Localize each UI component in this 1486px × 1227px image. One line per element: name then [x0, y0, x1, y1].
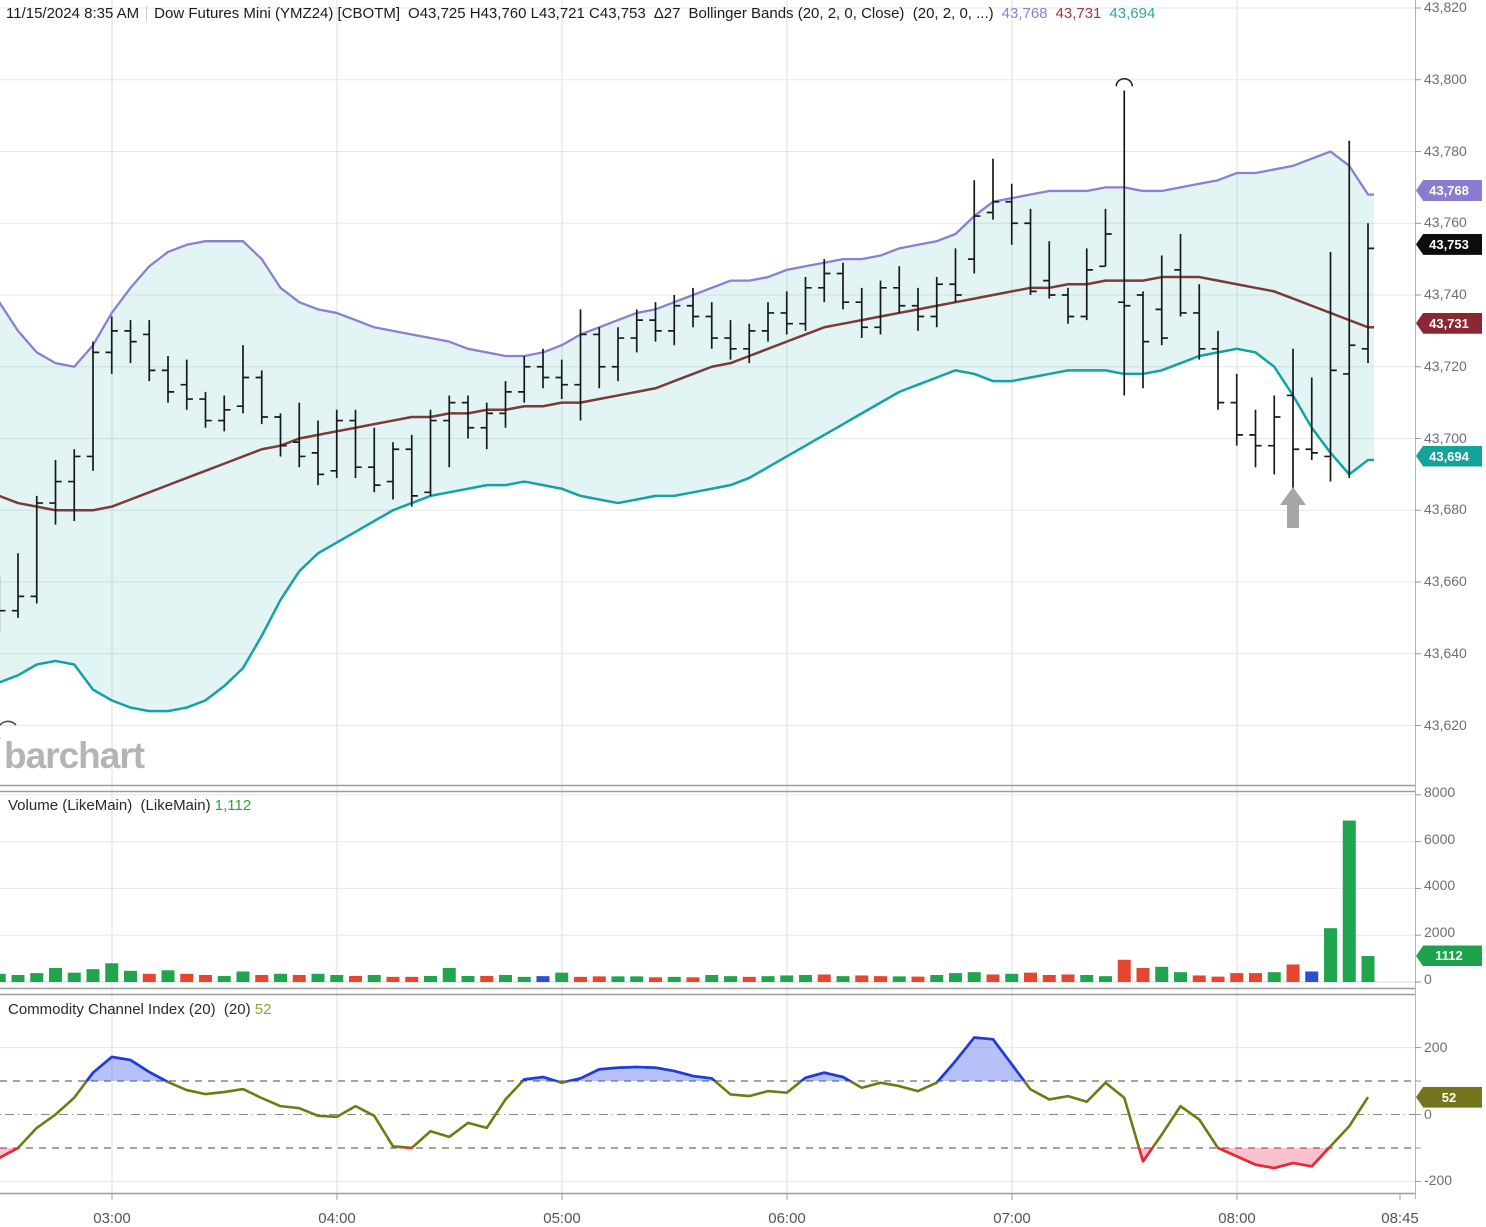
cci-line-oversold [0, 1147, 1331, 1170]
price-tick-label: 43,660 [1424, 573, 1467, 589]
time-tick-label: 03:00 [93, 1210, 131, 1227]
time-axis[interactable]: 03:00 04:00 05:00 06:00 07:00 08:00 08:45 [0, 1199, 1419, 1227]
volume-tick-label: 8000 [1424, 783, 1456, 800]
price-tick-label: 43,800 [1424, 70, 1467, 87]
ohlc-values: O43,725 H43,760 L43,721 C43,753 [408, 4, 646, 22]
volume-bars[interactable] [0, 820, 1375, 982]
ohlc-bars[interactable] [0, 90, 1375, 633]
cci-gridlines [0, 1047, 1415, 1182]
price-tick-label: 43,620 [1424, 716, 1467, 733]
cci-line[interactable] [0, 1036, 1370, 1170]
time-tick-label: 04:00 [318, 1210, 356, 1227]
panel-separators [0, 784, 1415, 1195]
price-tick-label: 43,760 [1424, 214, 1467, 231]
volume-current-value: 1,112 [214, 797, 252, 814]
cci-tick-label: 0 [1424, 1105, 1432, 1122]
upper-band-value: 43,768 [1001, 4, 1048, 22]
volume-gridlines [0, 794, 1415, 983]
cci-area-above [0, 1037, 1368, 1082]
price-gridlines [0, 7, 1415, 726]
watermark-text: barchart [4, 735, 145, 776]
middle-band-value: 43,731 [1055, 4, 1102, 22]
lower-band-value: 43,694 [1109, 4, 1156, 22]
bollinger-band-fill [0, 151, 1374, 712]
change-value: Δ27 [653, 4, 681, 22]
price-tick-label: 43,820 [1424, 0, 1467, 15]
axis-tick-marks [111, 7, 1421, 1200]
cci-tick-label: 200 [1424, 1038, 1448, 1055]
barchart-swoosh-icon [0, 720, 17, 739]
study-label[interactable]: Bollinger Bands (20, 2, 0, Close) (20, 2… [688, 4, 994, 22]
price-axis[interactable]: 43,820 43,800 43,780 43,760 43,740 43,720 43,7… [1415, 0, 1486, 1193]
price-tick-label: 43,640 [1424, 644, 1467, 661]
symbol-title: Dow Futures Mini (YMZ24) [CBOTM] [154, 4, 401, 22]
chart-header: 11/15/2024 8:35 AM Dow Futures Mini (YMZ… [6, 3, 1155, 23]
spike-arc-annotation [1115, 78, 1134, 87]
bollinger-middle-line [0, 275, 1374, 512]
price-tick-label: 43,700 [1424, 429, 1467, 446]
barchart-watermark: barchart [0, 720, 145, 776]
bollinger-lower-line [0, 347, 1374, 713]
price-tick-label: 43,720 [1424, 357, 1467, 374]
cci-area-below [0, 1147, 1368, 1169]
cci-line-overbought [85, 1036, 1026, 1082]
price-tick-label: 43,780 [1424, 142, 1467, 159]
time-tick-label: 06:00 [768, 1210, 806, 1227]
header-divider [146, 5, 148, 21]
time-tick-label: 07:00 [993, 1210, 1031, 1227]
up-arrow-annotation [1280, 487, 1306, 528]
volume-tick-label: 6000 [1424, 830, 1456, 847]
datetime-label: 11/15/2024 8:35 AM [6, 4, 140, 22]
price-tick-label: 43,680 [1424, 501, 1467, 518]
price-tick-label: 43,740 [1424, 286, 1467, 302]
time-tick-label: 08:45 [1381, 1210, 1419, 1227]
cci-panel-label[interactable]: Commodity Channel Index (20) (20) 52 [8, 1001, 272, 1018]
volume-tick-label: 2000 [1424, 924, 1456, 941]
volume-tick-label: 4000 [1424, 877, 1456, 894]
time-tick-label: 08:00 [1218, 1210, 1256, 1227]
volume-tick-label: 0 [1424, 971, 1432, 987]
cci-current-value: 52 [254, 1001, 272, 1018]
cci-tick-label: -200 [1424, 1172, 1453, 1189]
time-tick-label: 05:00 [543, 1210, 581, 1227]
volume-panel-label[interactable]: Volume (LikeMain) (LikeMain) 1,112 [8, 797, 252, 814]
